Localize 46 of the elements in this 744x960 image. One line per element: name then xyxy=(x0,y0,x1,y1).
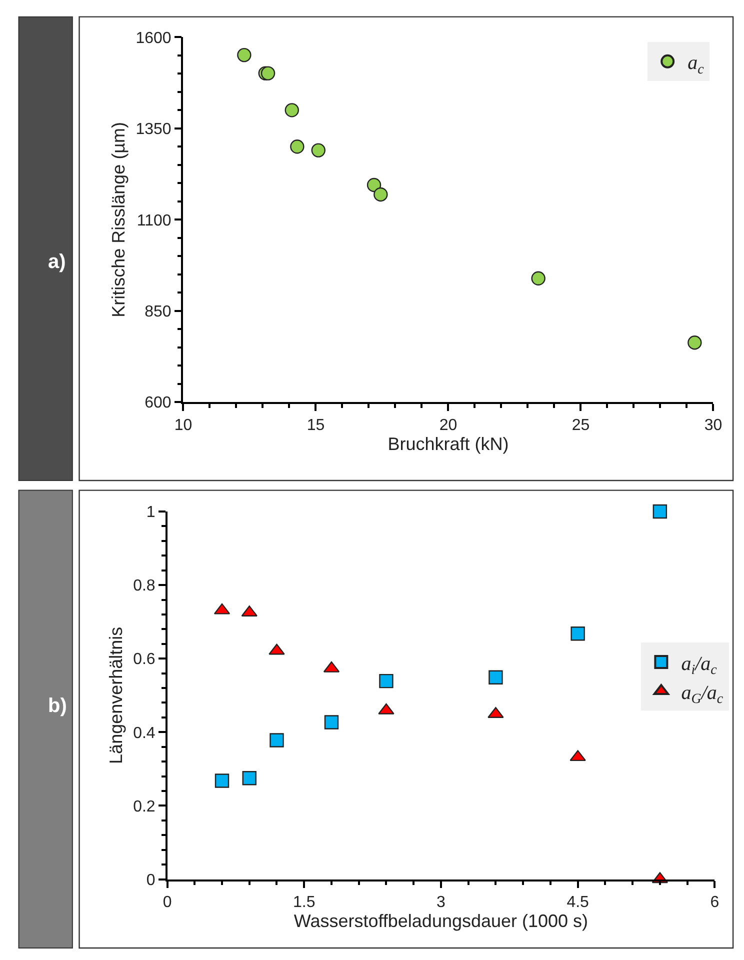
point xyxy=(570,626,585,641)
point xyxy=(366,178,382,192)
y-tick-label: 0.2 xyxy=(133,798,156,816)
x-tick-label: 1.5 xyxy=(292,894,316,912)
point xyxy=(531,271,546,286)
point xyxy=(284,103,299,118)
point xyxy=(324,715,339,730)
y-axis-title: Längenverhältnis xyxy=(106,626,126,764)
point xyxy=(214,774,230,788)
x-tick-label: 3 xyxy=(436,894,446,912)
point xyxy=(290,140,304,154)
x-axis-title: Wasserstoffbeladungsdauer (1000 s) xyxy=(294,911,588,932)
legend-label: a$_{G}$/a$_{c}$ xyxy=(681,682,724,708)
x-tick-label: 25 xyxy=(572,417,590,434)
y-tick-label: 0.8 xyxy=(133,578,156,595)
y-tick-label: 0.4 xyxy=(133,724,156,742)
point xyxy=(270,733,284,748)
x-axis-title: Bruchkraft (kN) xyxy=(388,434,509,454)
y-tick-label: 600 xyxy=(144,394,172,412)
point xyxy=(688,336,702,350)
x-tick-label: 20 xyxy=(439,417,458,434)
legend-label: a$_{i}$/a$_{c}$ xyxy=(681,652,718,678)
point xyxy=(374,187,388,202)
x-tick-label: 6 xyxy=(710,894,720,912)
text: a) xyxy=(48,251,66,273)
point xyxy=(488,670,503,684)
point xyxy=(260,66,276,80)
y-tick-label: 1350 xyxy=(136,121,172,138)
y-tick-label: 0 xyxy=(146,872,156,889)
point xyxy=(379,674,394,688)
x-tick-label: 15 xyxy=(306,417,325,434)
point xyxy=(242,771,256,786)
y-tick-label: 0.6 xyxy=(133,651,156,668)
y-tick-label: 1 xyxy=(146,504,156,522)
point xyxy=(311,143,326,158)
y-tick-label: 1600 xyxy=(136,30,172,47)
point xyxy=(237,48,252,62)
x-tick-label: 10 xyxy=(174,417,192,434)
y-axis-title: Kritische Risslänge (µm) xyxy=(108,122,128,318)
y-tick-label: 850 xyxy=(144,303,172,320)
x-tick-label: 4.5 xyxy=(566,894,590,912)
legend-label: a$_{c}$ xyxy=(688,52,705,78)
y-tick-label: 1100 xyxy=(136,212,172,230)
x-tick-label: 30 xyxy=(704,417,722,434)
point xyxy=(652,504,668,519)
text: b) xyxy=(48,695,67,717)
